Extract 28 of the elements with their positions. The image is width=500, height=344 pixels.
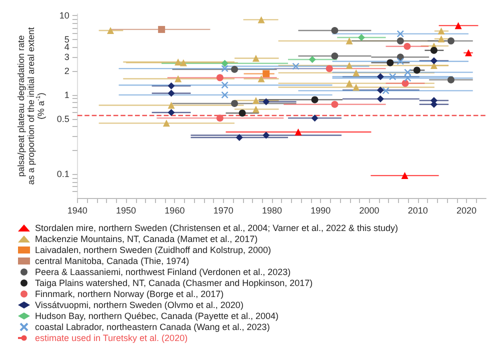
x-tick-label: 1940 bbox=[67, 206, 88, 216]
legend-label: Peera & Laassaniemi, northwest Finland (Verdonen et al., 2023) bbox=[35, 267, 291, 277]
legend-label: Mackenzie Mountains, NT, Canada (Mamet et al., 2017) bbox=[35, 234, 258, 244]
y-tick-label: 0.5 bbox=[56, 114, 70, 124]
y-tick-label: 4 bbox=[64, 42, 70, 52]
x-tick-label: 1990 bbox=[310, 206, 331, 216]
legend-label: Vissátvuopmi, northern Sweden (Olvmo et al., 2020) bbox=[35, 300, 244, 310]
legend-label: central Manitoba, Canada (Thie, 1974) bbox=[35, 256, 190, 266]
x-tick-label: 1980 bbox=[262, 206, 282, 216]
y-tick-label: 1 bbox=[64, 90, 70, 100]
y-tick-label: 2 bbox=[64, 66, 70, 76]
legend-label: estimate used in Turetsky et al. (2020) bbox=[35, 333, 188, 343]
legend-label: Taiga Plains watershed, NT, Canada (Chasmer and Hopkinson, 2017) bbox=[35, 278, 313, 288]
y-tick-label: 0.1 bbox=[56, 169, 70, 180]
legend-label: Laivadalen, northern Sweden (Zuidhoff and Kolstrup, 2000) bbox=[35, 245, 271, 255]
legend-label: Finnmark, northern Norway (Borge et al., 2017) bbox=[35, 289, 224, 299]
y-tick-label: 3 bbox=[64, 52, 70, 62]
y-tick-label: 5 bbox=[64, 34, 70, 45]
x-tick-label: 2020 bbox=[456, 206, 477, 216]
x-tick-label: 2000 bbox=[359, 206, 380, 216]
x-tick-label: 1970 bbox=[213, 206, 234, 216]
x-tick-label: 2010 bbox=[408, 206, 428, 216]
legend-label: Hudson Bay, northern Québec, Canada (Payette et al., 2004) bbox=[35, 311, 278, 321]
legend-label: Stordalen mire, northern Sweden (Christensen et al., 2004; Varner et al., 2022 & this study) bbox=[35, 223, 398, 233]
x-tick-label: 1960 bbox=[164, 206, 185, 216]
legend-label: coastal Labrador, northeastern Canada (Wang et al., 2023) bbox=[35, 322, 270, 332]
x-tick-label: 1950 bbox=[116, 206, 136, 216]
y-tick-label: 10 bbox=[59, 10, 70, 21]
